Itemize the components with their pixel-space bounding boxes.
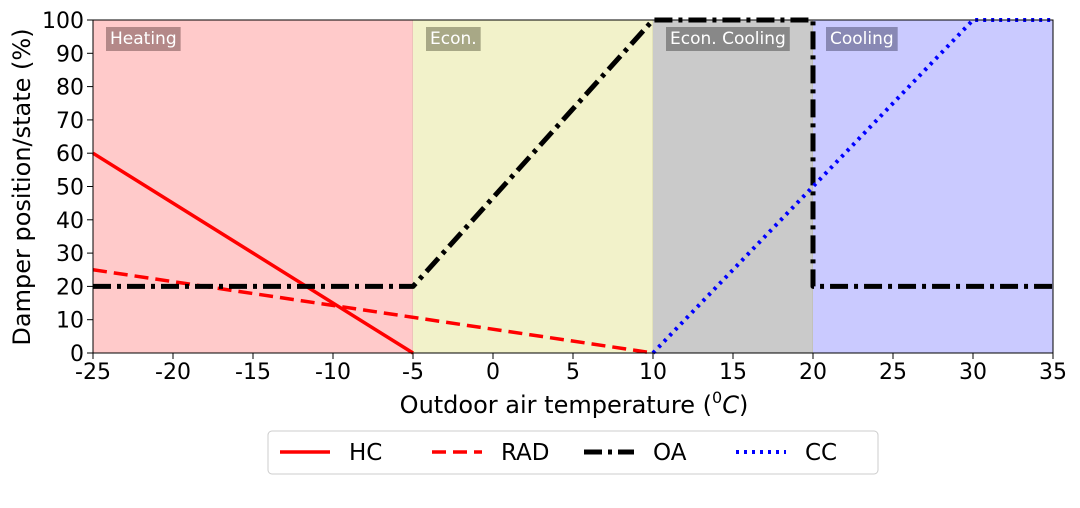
- y-tick-label: 30: [56, 242, 84, 267]
- regions-layer: Heating Econ. Econ. Cooling Cooling: [93, 20, 1054, 353]
- x-tick-label: 0: [486, 360, 500, 385]
- region-cooling: [813, 20, 1053, 353]
- x-axis-label-text: Outdoor air temperature (: [400, 391, 712, 419]
- x-tick-label: 10: [639, 360, 667, 385]
- y-tick-label: 0: [70, 342, 84, 367]
- legend-label-oa: OA: [653, 440, 687, 466]
- region-label-econ-cooling: Econ. Cooling: [670, 29, 786, 49]
- x-tick-label: -10: [315, 360, 351, 385]
- y-tick-label: 40: [56, 209, 84, 234]
- legend: HC RAD OA CC: [267, 430, 879, 475]
- series-line-cc: [651, 18, 1053, 355]
- region-econ: [413, 20, 653, 353]
- x-tick-label: -25: [75, 360, 111, 385]
- x-tick-label: -5: [402, 360, 424, 385]
- x-axis-label-unit: C: [722, 391, 739, 419]
- x-tick-label: 30: [959, 360, 987, 385]
- y-tick-label: 60: [56, 142, 84, 167]
- x-tick-label: -20: [155, 360, 191, 385]
- legend-frame: [267, 430, 879, 475]
- x-axis-label: Outdoor air temperature (0C): [400, 388, 749, 419]
- region-econ-cooling: [653, 20, 813, 353]
- y-axis-label: Damper position/state (%): [8, 28, 36, 345]
- legend-items: HC RAD OA CC: [280, 440, 837, 466]
- y-tick-label: 70: [56, 109, 84, 134]
- x-tick-label: 15: [719, 360, 747, 385]
- x-axis-label-close: ): [739, 391, 748, 419]
- series-line-hc: [92, 151, 414, 355]
- region-label-econ: Econ.: [430, 29, 477, 49]
- x-axis-label-superscript: 0: [712, 388, 722, 407]
- region-heating: [93, 20, 413, 353]
- x-tick-label: 20: [799, 360, 827, 385]
- region-label-bg-cooling: [826, 27, 898, 51]
- series-line-rad: [92, 268, 654, 355]
- legend-label-cc: CC: [805, 440, 837, 466]
- y-tick-label: 80: [56, 76, 84, 101]
- x-tick-label: 5: [566, 360, 580, 385]
- y-tick-label: 50: [56, 176, 84, 201]
- region-label-bg-econ: [426, 27, 481, 51]
- region-label-bg-econ-cooling: [666, 27, 790, 51]
- region-label-bg-heating: [106, 27, 181, 51]
- y-axis-ticks: 0 10 20 30 40 50 60 70 80 90 100: [42, 9, 93, 367]
- region-label-cooling: Cooling: [830, 29, 894, 49]
- region-label-heating: Heating: [110, 29, 177, 49]
- legend-label-hc: HC: [349, 440, 382, 466]
- y-tick-label: 90: [56, 42, 84, 67]
- x-tick-label: -15: [235, 360, 271, 385]
- x-tick-label: 35: [1039, 360, 1067, 385]
- x-axis-ticks: -25 -20 -15 -10 -5 0 5 10 15 20 25 30 35: [75, 353, 1067, 385]
- y-tick-label: 20: [56, 275, 84, 300]
- y-tick-label: 10: [56, 309, 84, 334]
- legend-label-rad: RAD: [501, 440, 550, 466]
- y-tick-label: 100: [42, 9, 84, 34]
- x-tick-label: 25: [879, 360, 907, 385]
